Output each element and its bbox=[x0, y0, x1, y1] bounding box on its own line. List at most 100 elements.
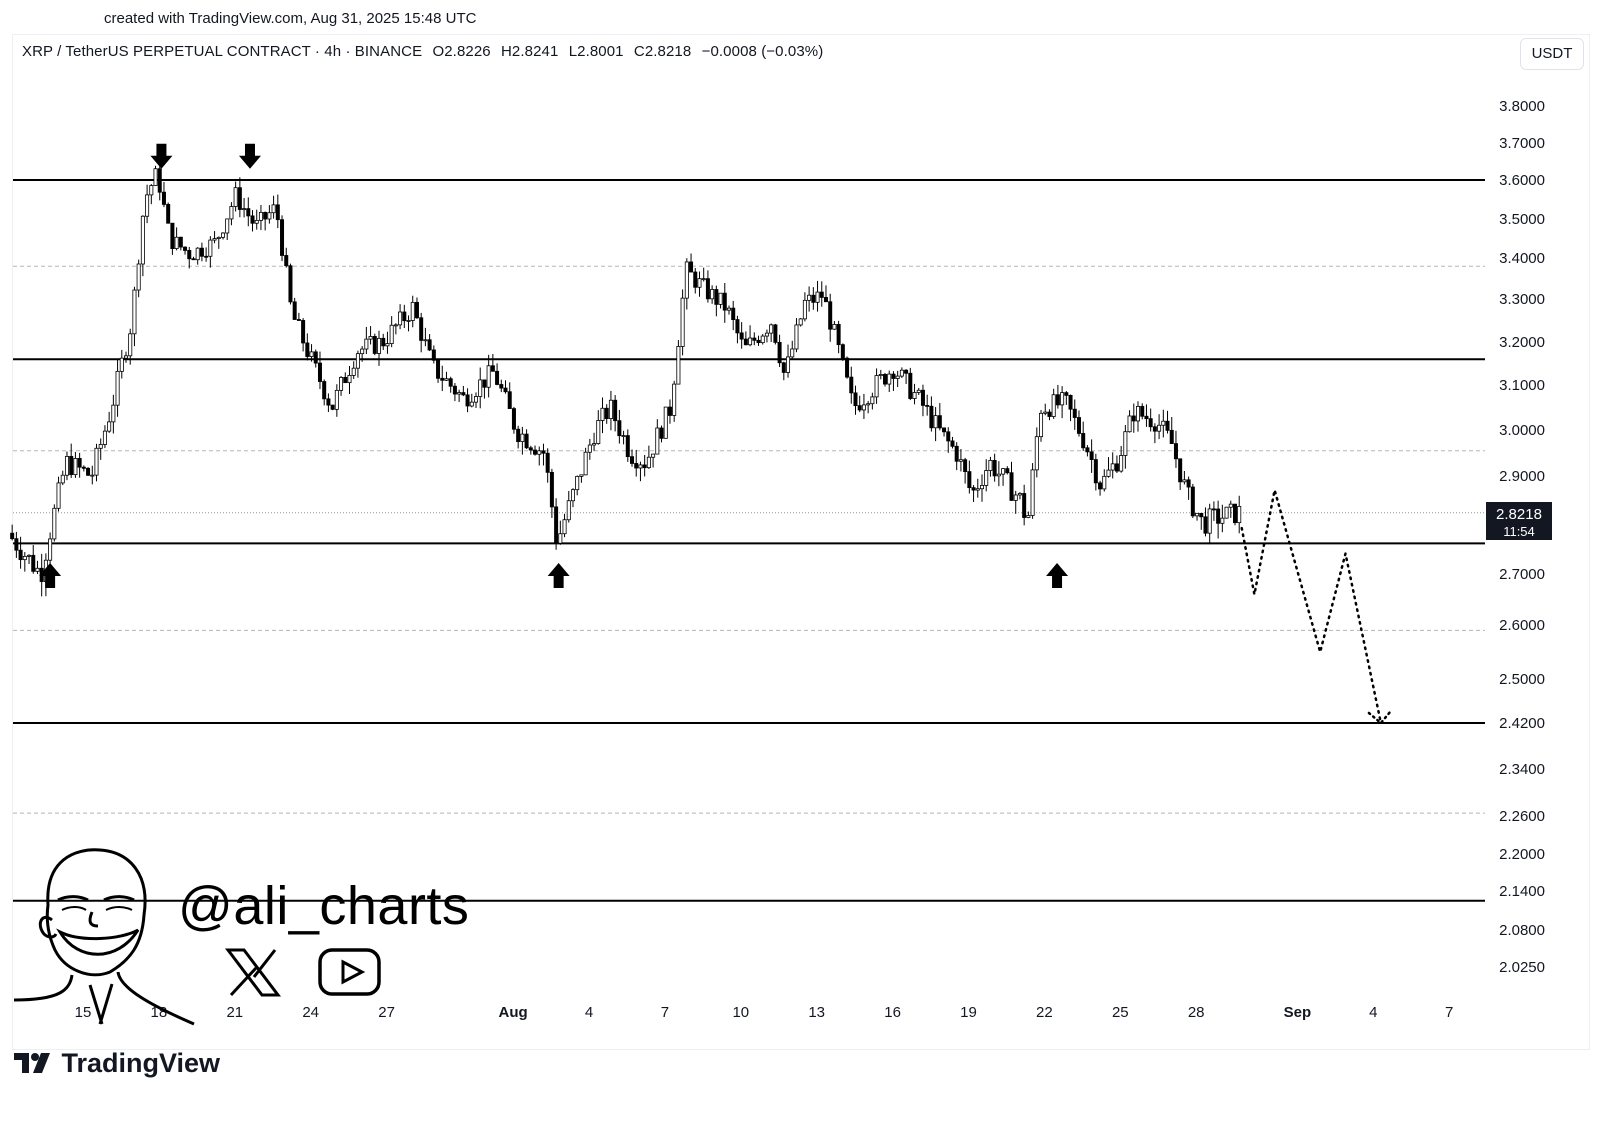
candle[interactable] bbox=[866, 400, 871, 414]
candle[interactable] bbox=[381, 333, 386, 350]
candle[interactable] bbox=[132, 286, 137, 347]
candle[interactable] bbox=[414, 297, 419, 319]
candle[interactable] bbox=[891, 371, 896, 391]
candle[interactable] bbox=[305, 333, 310, 361]
candle[interactable] bbox=[566, 490, 571, 523]
candle[interactable] bbox=[617, 409, 622, 444]
candle[interactable] bbox=[208, 236, 213, 268]
candle[interactable] bbox=[575, 475, 580, 496]
candle[interactable] bbox=[313, 349, 318, 368]
candle[interactable] bbox=[351, 361, 356, 379]
candle[interactable] bbox=[1186, 476, 1191, 500]
candle[interactable] bbox=[1043, 403, 1048, 416]
candle[interactable] bbox=[899, 367, 904, 378]
candle[interactable] bbox=[676, 340, 681, 385]
candle[interactable] bbox=[64, 451, 69, 481]
candle[interactable] bbox=[402, 304, 407, 329]
candle[interactable] bbox=[225, 218, 230, 241]
candle[interactable] bbox=[187, 246, 192, 269]
candle[interactable] bbox=[946, 427, 951, 453]
candle[interactable] bbox=[250, 210, 255, 232]
candle[interactable] bbox=[1152, 423, 1157, 444]
candle[interactable] bbox=[115, 359, 120, 417]
candle[interactable] bbox=[1157, 414, 1162, 440]
candle[interactable] bbox=[1110, 452, 1115, 479]
candle[interactable] bbox=[166, 202, 171, 224]
candle[interactable] bbox=[655, 419, 660, 455]
candle[interactable] bbox=[419, 312, 424, 353]
candle[interactable] bbox=[870, 392, 875, 410]
candle[interactable] bbox=[398, 304, 403, 330]
candle[interactable] bbox=[718, 292, 723, 309]
candle[interactable] bbox=[672, 380, 677, 422]
candle[interactable] bbox=[798, 318, 803, 327]
candle[interactable] bbox=[216, 236, 221, 249]
candle[interactable] bbox=[963, 457, 968, 484]
candle[interactable] bbox=[478, 367, 483, 409]
candle[interactable] bbox=[457, 389, 462, 402]
candle[interactable] bbox=[360, 346, 365, 362]
tradingview-brand[interactable]: TradingView bbox=[14, 1048, 220, 1079]
candle[interactable] bbox=[726, 305, 731, 315]
candle[interactable] bbox=[1039, 409, 1044, 442]
candle[interactable] bbox=[832, 321, 837, 330]
candle[interactable] bbox=[663, 406, 668, 439]
candle[interactable] bbox=[781, 361, 786, 381]
candle[interactable] bbox=[427, 334, 432, 352]
candle[interactable] bbox=[14, 531, 19, 558]
candle[interactable] bbox=[887, 370, 892, 393]
candle[interactable] bbox=[1064, 391, 1069, 405]
candle[interactable] bbox=[73, 451, 78, 478]
candle[interactable] bbox=[705, 270, 710, 303]
candle[interactable] bbox=[861, 393, 866, 419]
candle[interactable] bbox=[1013, 490, 1018, 514]
candle[interactable] bbox=[1076, 410, 1081, 437]
candle[interactable] bbox=[592, 432, 597, 451]
candle[interactable] bbox=[1182, 470, 1187, 485]
candle[interactable] bbox=[516, 425, 521, 449]
candle[interactable] bbox=[1106, 457, 1111, 478]
candle[interactable] bbox=[271, 195, 276, 219]
candle[interactable] bbox=[777, 334, 782, 367]
candle[interactable] bbox=[111, 394, 116, 434]
candle[interactable] bbox=[642, 454, 647, 477]
candle[interactable] bbox=[1026, 511, 1031, 519]
candle[interactable] bbox=[292, 297, 297, 320]
candle[interactable] bbox=[1140, 403, 1145, 420]
candle[interactable] bbox=[1017, 492, 1022, 500]
candle[interactable] bbox=[511, 406, 516, 434]
candle[interactable] bbox=[600, 397, 605, 434]
currency-button[interactable]: USDT bbox=[1520, 38, 1584, 70]
candle[interactable] bbox=[1123, 425, 1128, 469]
candle[interactable] bbox=[183, 246, 188, 255]
candle[interactable] bbox=[596, 410, 601, 445]
candle[interactable] bbox=[1060, 386, 1065, 419]
candle[interactable] bbox=[431, 345, 436, 364]
candle[interactable] bbox=[613, 395, 618, 432]
candle[interactable] bbox=[326, 393, 331, 412]
candle[interactable] bbox=[954, 442, 959, 471]
candle[interactable] bbox=[630, 449, 635, 467]
candle[interactable] bbox=[48, 532, 53, 569]
candle[interactable] bbox=[988, 456, 993, 477]
candle[interactable] bbox=[199, 242, 204, 262]
candle[interactable] bbox=[714, 285, 719, 317]
candle[interactable] bbox=[1165, 410, 1170, 434]
candle[interactable] bbox=[608, 390, 613, 431]
candle[interactable] bbox=[549, 468, 554, 518]
candle[interactable] bbox=[119, 349, 124, 379]
candle[interactable] bbox=[857, 395, 862, 413]
candle[interactable] bbox=[828, 293, 833, 342]
candle[interactable] bbox=[1001, 468, 1006, 486]
candle[interactable] bbox=[444, 371, 449, 381]
candle[interactable] bbox=[242, 198, 247, 218]
candle[interactable] bbox=[1228, 500, 1233, 518]
candle[interactable] bbox=[423, 327, 428, 347]
candle[interactable] bbox=[490, 353, 495, 372]
candle[interactable] bbox=[790, 340, 795, 359]
candle[interactable] bbox=[904, 369, 909, 384]
candle[interactable] bbox=[916, 387, 921, 396]
candle[interactable] bbox=[769, 323, 774, 342]
candle[interactable] bbox=[60, 470, 65, 486]
